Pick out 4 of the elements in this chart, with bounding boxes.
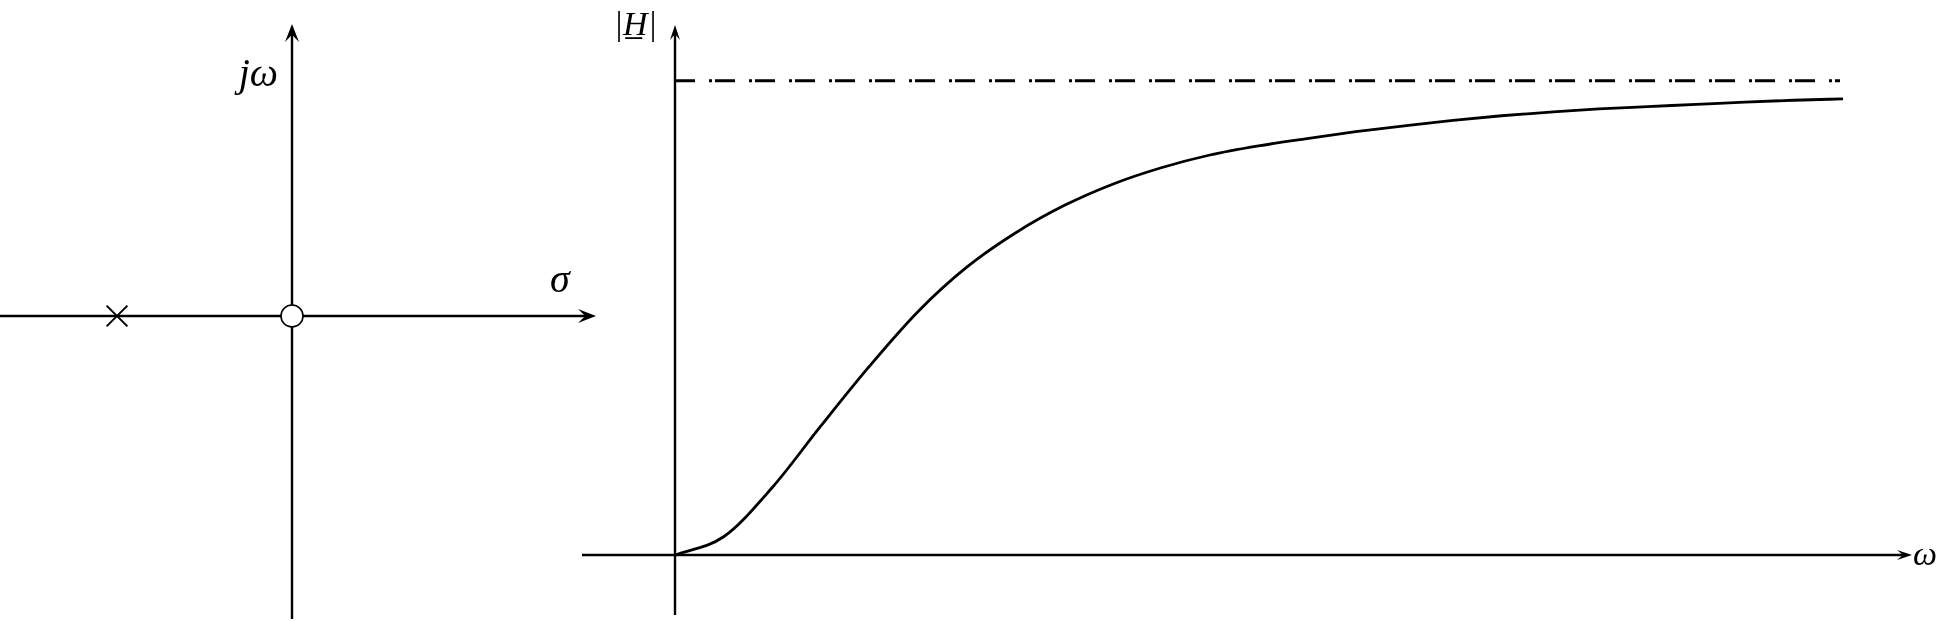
text: σ [550,256,571,301]
x-axis-title: ω [1913,535,1938,572]
y-axis-title: |H̲| [613,5,657,42]
text: jω [233,50,278,95]
